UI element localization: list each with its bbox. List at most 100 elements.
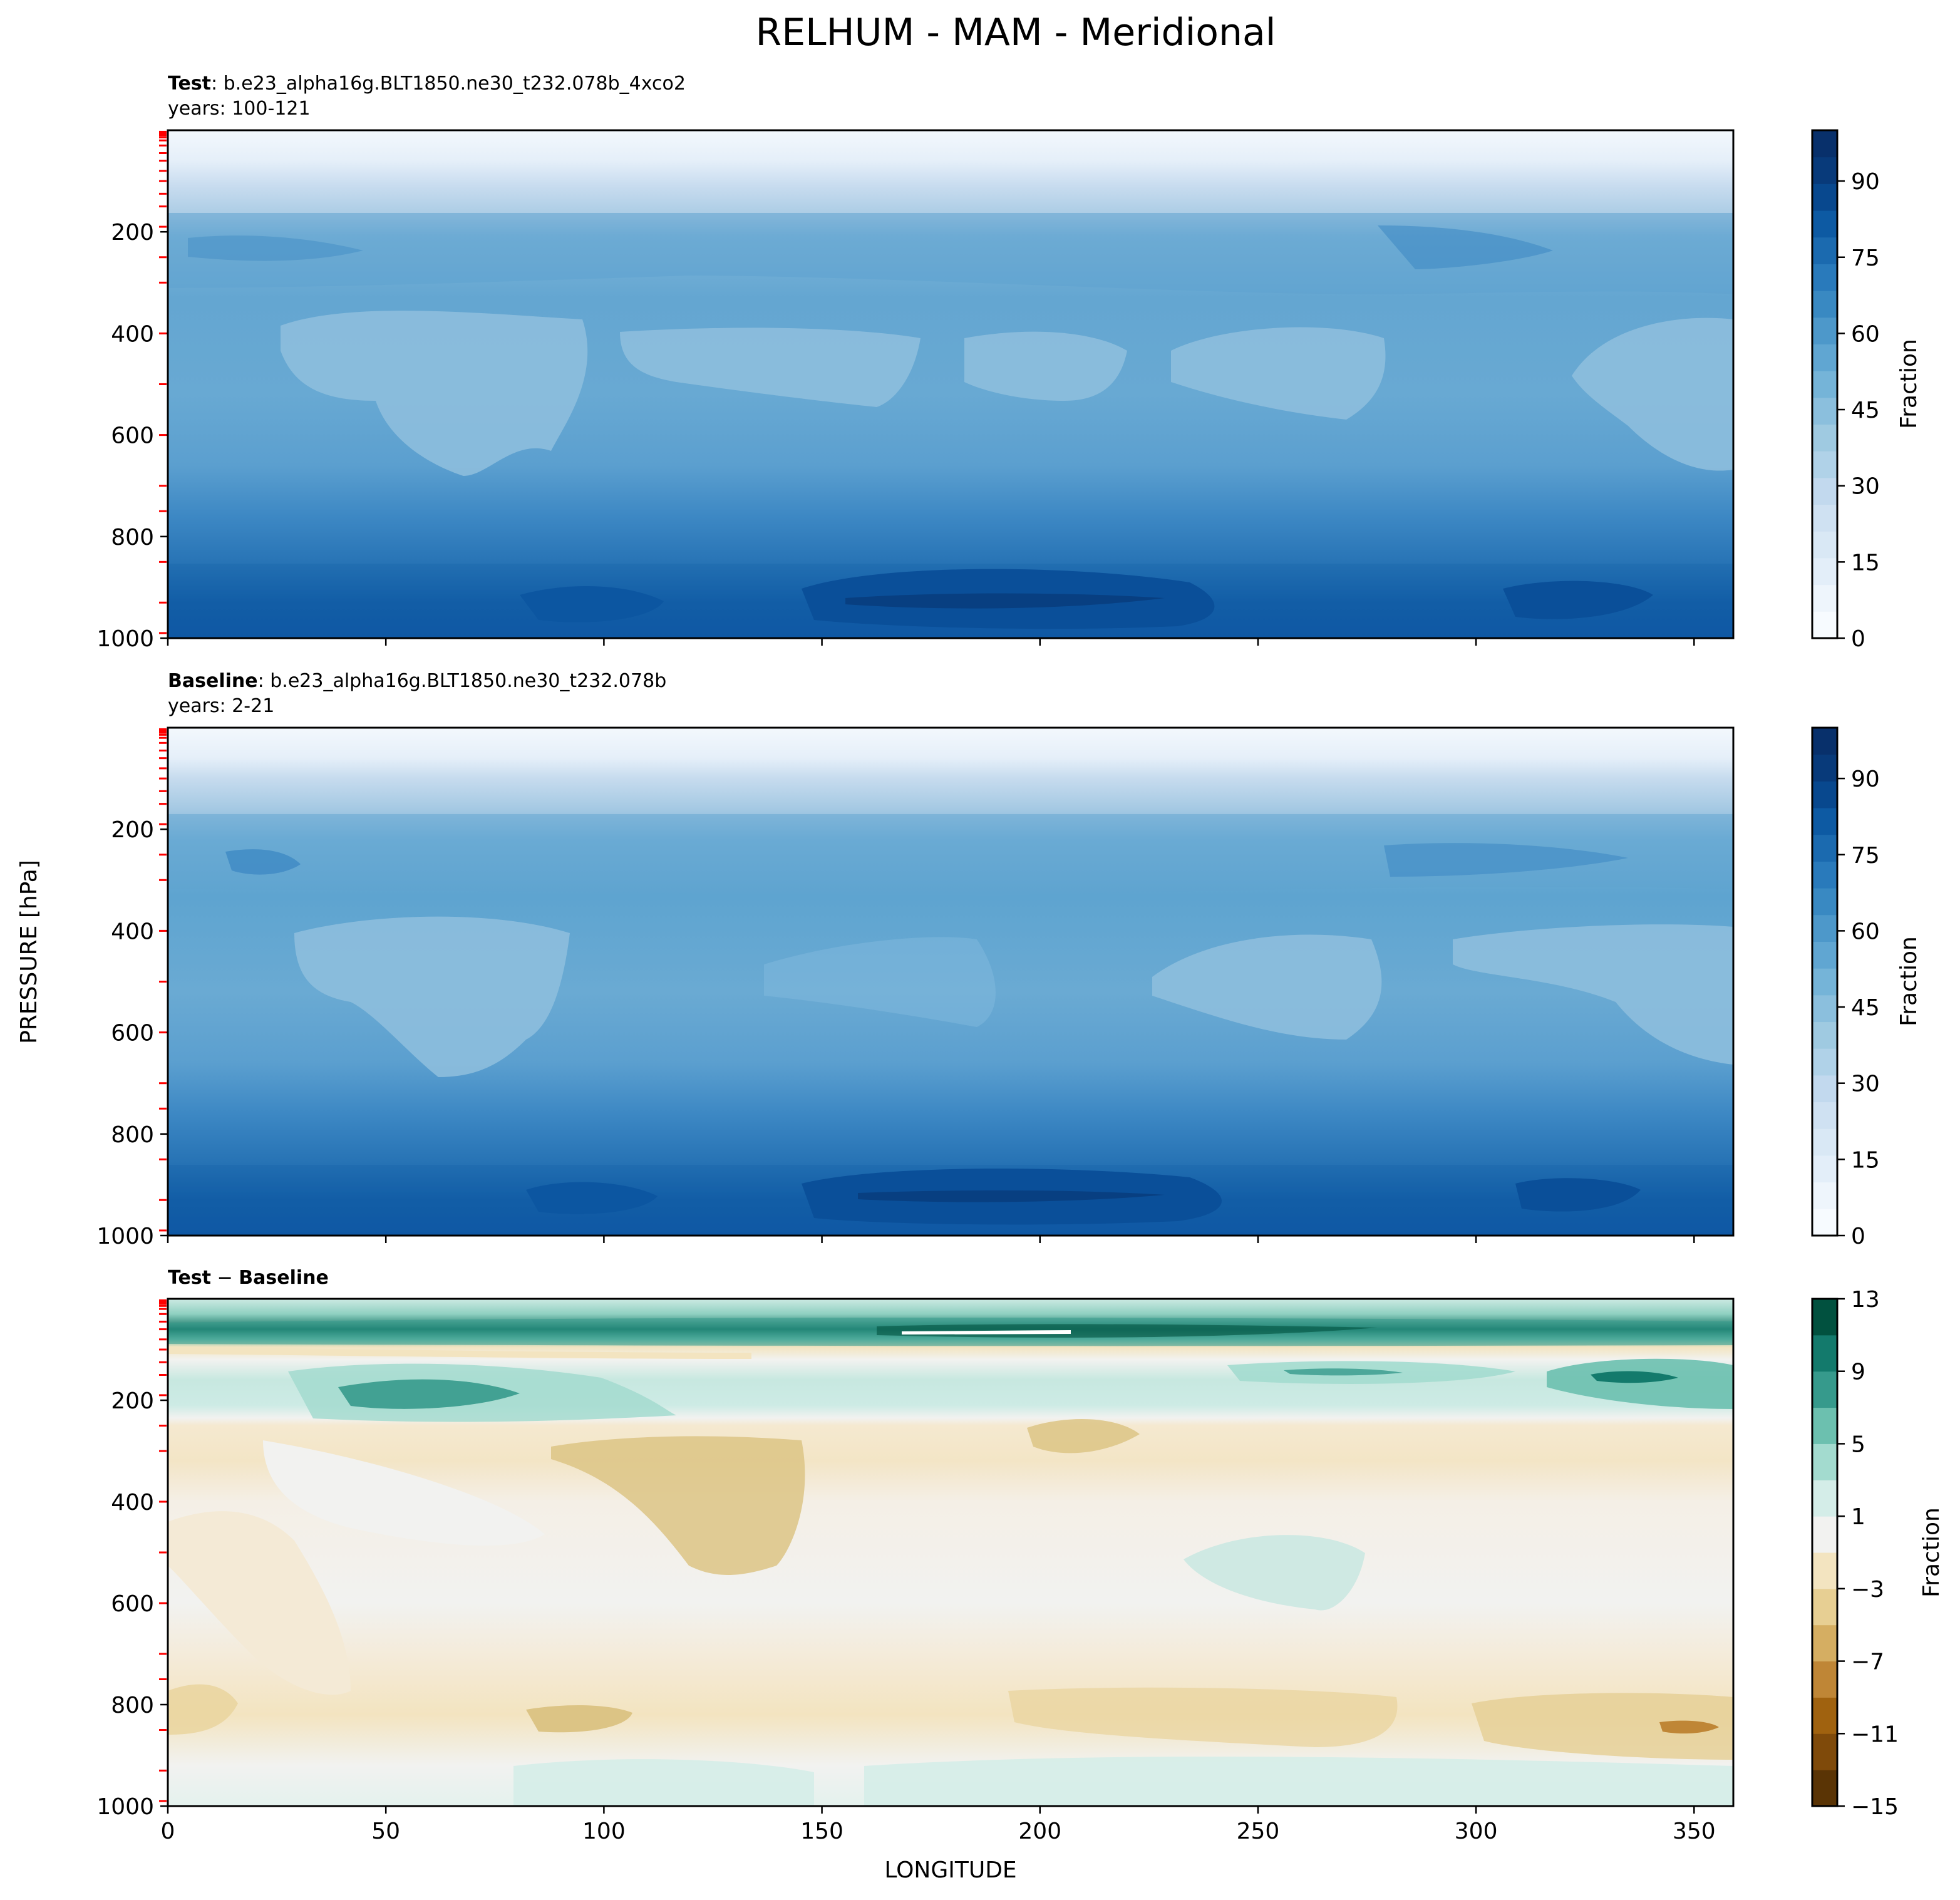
y-tick-label: 1000 (96, 1224, 154, 1249)
panel-test-colorbar: 0 15 30 45 60 75 90 Fraction (1811, 129, 1922, 652)
colorbar-band (1812, 1661, 1837, 1698)
panel-baseline: Baseline: b.e23_alpha16g.BLT1850.ne30_t2… (96, 670, 1922, 1249)
colorbar-tick-label: 9 (1851, 1360, 1865, 1385)
panel-difference: Test − Baseline 20 (96, 1267, 1944, 1883)
colorbar-band (1812, 834, 1837, 862)
colorbar-tick-label: 30 (1851, 474, 1880, 500)
colorbar-band (1812, 861, 1837, 889)
panel-difference-y-axis: 200 400 600 800 1000 (96, 1388, 168, 1820)
panel-baseline-header-name: Baseline (168, 670, 258, 692)
colorbar-band (1812, 157, 1837, 184)
colorbar-tick-label: 45 (1851, 398, 1880, 423)
y-tick-label: 200 (111, 220, 154, 245)
panel-difference-colorbar-label: Fraction (1919, 1507, 1944, 1598)
colorbar-band (1812, 781, 1837, 808)
colorbar-band (1812, 1048, 1837, 1076)
x-tick-label: 50 (371, 1819, 400, 1844)
y-tick-label: 400 (111, 919, 154, 944)
panel-baseline-contour-field (168, 728, 1733, 1236)
colorbar-band (1812, 1552, 1837, 1589)
x-tick-label: 350 (1673, 1819, 1716, 1844)
colorbar-band (1812, 914, 1837, 942)
colorbar-band (1812, 1335, 1837, 1372)
colorbar-band (1812, 1371, 1837, 1408)
panel-difference-header-sep: − (211, 1267, 239, 1289)
colorbar-tick-label: 0 (1851, 626, 1865, 652)
colorbar-band (1812, 557, 1837, 586)
colorbar-tick-label: 45 (1851, 995, 1880, 1021)
panel-baseline-y-axis: 200 400 600 800 1000 (96, 817, 168, 1249)
colorbar-band (1812, 371, 1837, 398)
panel-test-y-axis: 200 400 600 800 1000 (96, 220, 168, 652)
panel-test-contour-field (168, 130, 1733, 638)
colorbar-band (1812, 1299, 1837, 1336)
colorbar-tick-label: 90 (1851, 169, 1880, 195)
colorbar-band (1812, 1021, 1837, 1049)
colorbar-band (1812, 291, 1837, 318)
panel-test-colorbar-label: Fraction (1896, 339, 1922, 429)
panel-baseline-colorbar: 0 15 30 45 60 75 90 Fraction (1811, 726, 1922, 1249)
y-tick-label: 600 (111, 1021, 154, 1046)
colorbar-band (1812, 210, 1837, 238)
figure-title: RELHUM - MAM - Meridional (756, 11, 1276, 54)
colorbar-band (1812, 1624, 1837, 1662)
colorbar-band (1812, 183, 1837, 211)
colorbar-band (1812, 1102, 1837, 1129)
colorbar-band (1812, 754, 1837, 782)
panel-difference-header-test: Test (168, 1267, 211, 1289)
panel-baseline-header: Baseline: b.e23_alpha16g.BLT1850.ne30_t2… (168, 670, 666, 692)
colorbar-band (1812, 728, 1837, 755)
y-tick-label: 1000 (96, 1794, 154, 1820)
colorbar-band (1812, 477, 1837, 505)
colorbar-band (1812, 1209, 1837, 1236)
colorbar-band (1812, 584, 1837, 612)
colorbar-band (1812, 237, 1837, 264)
x-tick-label: 0 (161, 1819, 175, 1844)
y-tick-label: 200 (111, 817, 154, 843)
panel-difference-header: Test − Baseline (168, 1267, 329, 1289)
x-tick-label: 250 (1237, 1819, 1280, 1844)
y-tick-label: 800 (111, 525, 154, 550)
y-tick-label: 800 (111, 1693, 154, 1718)
x-tick-label: 150 (800, 1819, 843, 1844)
y-tick-label: 400 (111, 321, 154, 347)
colorbar-tick-label: 13 (1851, 1287, 1880, 1313)
colorbar-band (1812, 1075, 1837, 1103)
colorbar-tick-label: 75 (1851, 245, 1880, 271)
colorbar-tick-label: −3 (1851, 1577, 1884, 1603)
y-tick-label: 200 (111, 1388, 154, 1414)
panel-baseline-header-case: : b.e23_alpha16g.BLT1850.ne30_t232.078b (258, 670, 667, 692)
colorbar-tick-label: 75 (1851, 843, 1880, 869)
colorbar-band (1812, 1128, 1837, 1156)
y-tick-label: 400 (111, 1490, 154, 1515)
colorbar-band (1812, 1733, 1837, 1770)
panel-test-header-name: Test (168, 73, 211, 95)
panel-test: Test: b.e23_alpha16g.BLT1850.ne30_t232.0… (96, 73, 1922, 652)
colorbar-band (1812, 1182, 1837, 1209)
panel-difference-header-baseline: Baseline (239, 1267, 329, 1289)
colorbar-band (1812, 994, 1837, 1023)
panel-baseline-model-level-ticks (159, 728, 167, 1232)
colorbar-band (1812, 130, 1837, 158)
colorbar-band (1812, 1443, 1837, 1480)
panel-baseline-colorbar-label: Fraction (1896, 936, 1922, 1026)
shared-y-axis-label: PRESSURE [hPa] (16, 860, 42, 1044)
colorbar-band (1812, 1155, 1837, 1183)
panel-test-model-level-ticks (159, 130, 167, 634)
colorbar-band (1812, 968, 1837, 996)
colorbar-band (1812, 1407, 1837, 1444)
colorbar-tick-label: 5 (1851, 1432, 1865, 1457)
colorbar-band (1812, 1480, 1837, 1517)
colorbar-tick-label: −15 (1851, 1794, 1899, 1820)
x-tick-label: 300 (1455, 1819, 1498, 1844)
colorbar-tick-label: 0 (1851, 1224, 1865, 1249)
colorbar-tick-label: −11 (1851, 1722, 1899, 1747)
y-tick-label: 800 (111, 1122, 154, 1148)
panel-test-years: years: 100-121 (168, 98, 311, 120)
panel-baseline-years: years: 2-21 (168, 695, 274, 717)
colorbar-band (1812, 424, 1837, 452)
colorbar-tick-label: 60 (1851, 321, 1880, 347)
colorbar-band (1812, 941, 1837, 969)
colorbar-tick-label: 1 (1851, 1504, 1865, 1530)
panel-difference-contour-field (168, 1299, 1733, 1806)
